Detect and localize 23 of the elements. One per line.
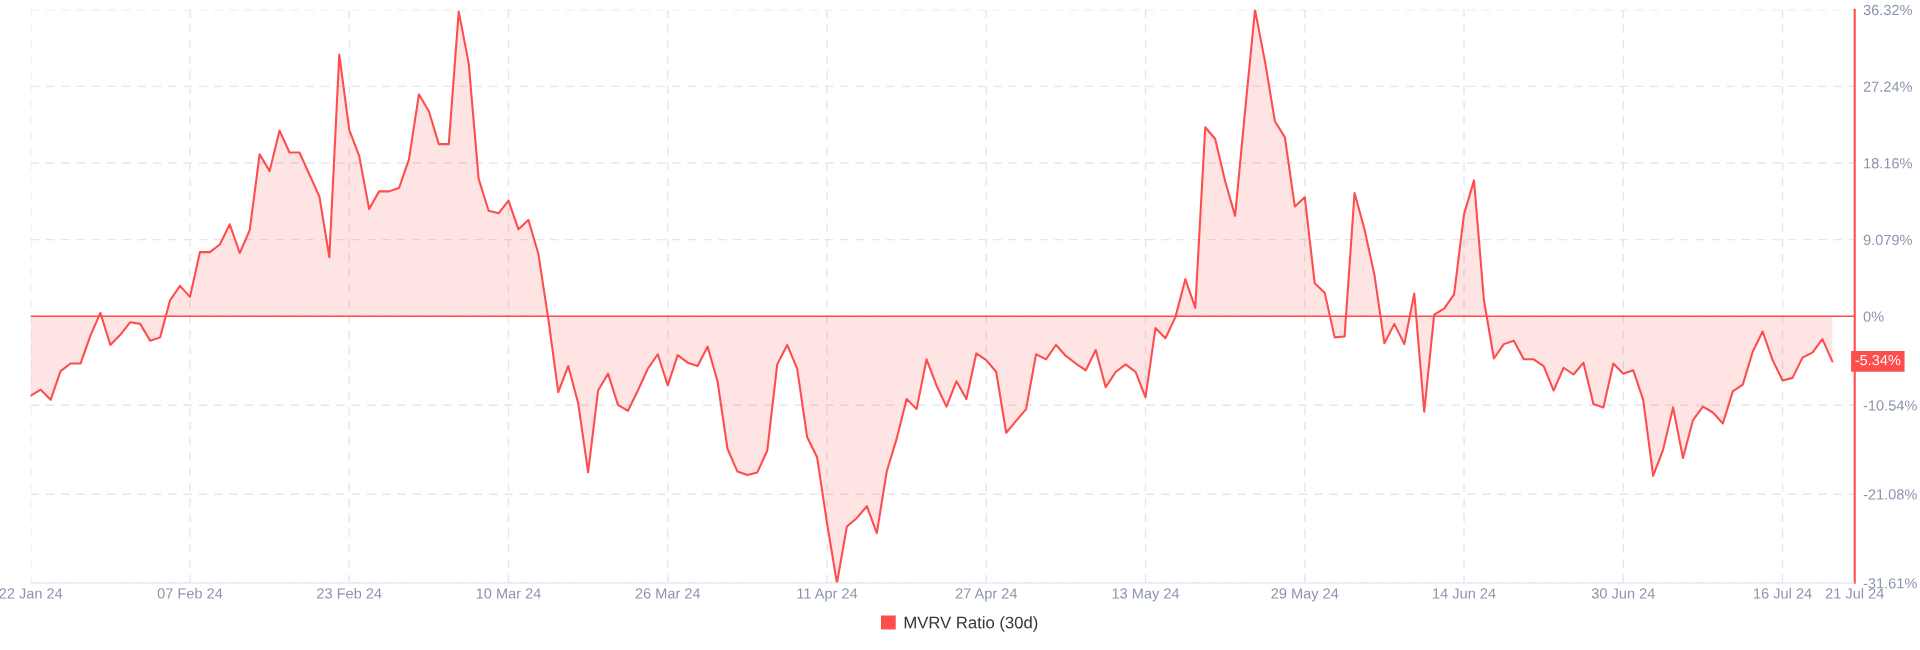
y-tick-label: 27.24% <box>1863 81 1912 92</box>
x-tick-label: 16 Jul 24 <box>1754 587 1812 599</box>
x-tick-label: 26 Mar 24 <box>635 588 701 599</box>
x-tick-label: 14 Jun 24 <box>1433 588 1496 599</box>
y-tick-label: 9.079% <box>1863 234 1912 246</box>
y-tick-label: 36.32% <box>1863 4 1912 16</box>
x-tick-label: 07 Feb 24 <box>157 587 223 599</box>
x-tick-label: 29 May 24 <box>1271 588 1339 602</box>
x-tick-label: 21 Jul 24 <box>1825 587 1884 599</box>
legend-label: MVRV Ratio (30d) <box>904 616 1038 632</box>
x-tick-label: 30 Jun 24 <box>1591 588 1655 599</box>
x-tick-label: 23 Feb 24 <box>317 587 382 599</box>
y-tick-label: -10.54% <box>1863 400 1917 411</box>
y-tick-label: -31.61% <box>1863 578 1917 589</box>
x-tick-label: 22 Jan 24 <box>0 588 63 599</box>
y-tick-label: 0% <box>1863 311 1884 322</box>
y-tick-label: 18.16% <box>1864 158 1912 169</box>
y-tick-label: -21.08% <box>1863 489 1917 500</box>
annotation: -5.34% <box>1855 354 1901 366</box>
x-tick-label: 27 Apr 24 <box>955 588 1018 602</box>
x-tick-label: 11 Apr 24 <box>797 588 858 602</box>
x-tick-label: 10 Mar 24 <box>476 588 541 599</box>
x-tick-label: 13 May 24 <box>1112 588 1180 602</box>
